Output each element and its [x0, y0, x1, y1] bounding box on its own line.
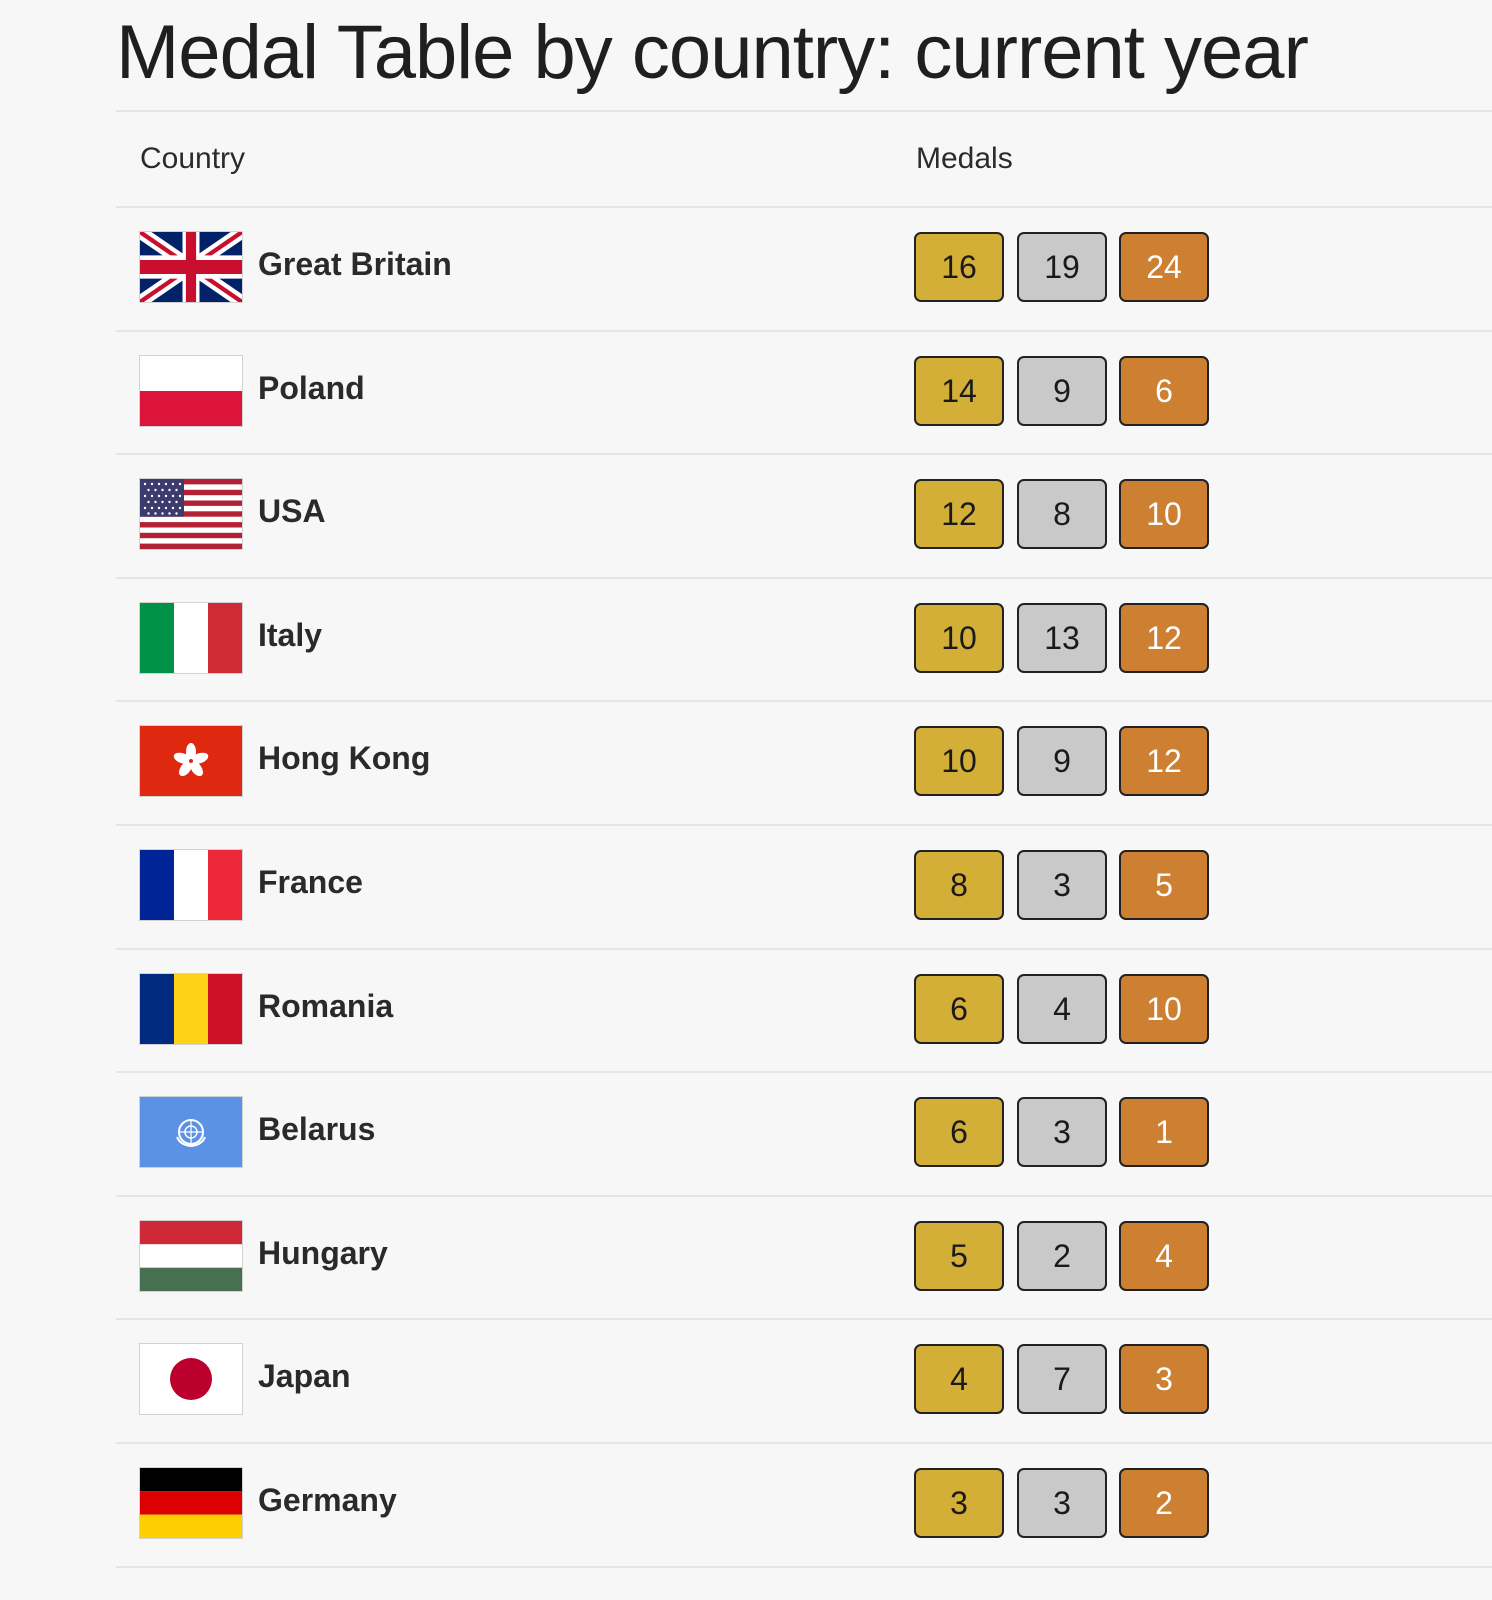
bronze-medal-count: 2	[1119, 1467, 1209, 1538]
bronze-medal-count: 12	[1119, 602, 1209, 673]
country-column-header: Country	[140, 142, 246, 175]
gold-medal-count: 6	[914, 973, 1004, 1044]
silver-medal-count: 2	[1017, 1220, 1107, 1291]
italy-flag-icon	[140, 602, 242, 673]
table-row: Romania 6 4 10	[116, 950, 1492, 1074]
gold-medal-count: 6	[914, 1097, 1004, 1168]
gold-medal-count: 4	[914, 1344, 1004, 1415]
silver-medal-count: 13	[1017, 602, 1107, 673]
medals-column-header: Medals	[916, 142, 1013, 175]
bronze-medal-count: 10	[1119, 973, 1209, 1044]
silver-medal-count: 9	[1017, 355, 1107, 426]
gold-medal-count: 16	[914, 232, 1004, 302]
bronze-medal-count: 6	[1119, 355, 1209, 426]
silver-medal-count: 4	[1017, 973, 1107, 1044]
table-row: Germany 3 3 2	[116, 1444, 1492, 1568]
country-name: Poland	[258, 369, 365, 406]
table-row: Hong Kong 10 9 12	[116, 702, 1492, 826]
title-divider	[116, 110, 1492, 112]
france-flag-icon	[140, 849, 242, 920]
bronze-medal-count: 1	[1119, 1097, 1209, 1168]
silver-medal-count: 3	[1017, 1467, 1107, 1538]
gold-medal-count: 14	[914, 355, 1004, 426]
silver-medal-count: 19	[1017, 232, 1107, 302]
bronze-medal-count: 5	[1119, 849, 1209, 920]
table-row: Great Britain 16 19 24	[116, 208, 1492, 332]
country-name: Italy	[258, 616, 323, 653]
country-name: Hong Kong	[258, 740, 431, 777]
gold-medal-count: 3	[914, 1467, 1004, 1538]
country-name: Romania	[258, 987, 394, 1024]
hungary-flag-icon	[140, 1220, 242, 1291]
bronze-medal-count: 10	[1119, 479, 1209, 550]
silver-medal-count: 3	[1017, 1097, 1107, 1168]
table-header: Country Medals	[116, 112, 1492, 208]
country-name: USA	[258, 493, 326, 530]
silver-medal-count: 3	[1017, 849, 1107, 920]
table-row: Japan 4 7 3	[116, 1320, 1492, 1444]
un-flag-icon	[140, 1097, 242, 1168]
romania-flag-icon	[140, 973, 242, 1044]
table-row: Belarus 6 3 1	[116, 1073, 1492, 1197]
silver-medal-count: 9	[1017, 726, 1107, 797]
silver-medal-count: 8	[1017, 479, 1107, 550]
table-row: Italy 10 13 12	[116, 579, 1492, 703]
gold-medal-count: 12	[914, 479, 1004, 550]
country-name: Great Britain	[258, 246, 452, 282]
gold-medal-count: 10	[914, 602, 1004, 673]
table-row: USA 12 8 10	[116, 455, 1492, 579]
table-row: Hungary 5 2 4	[116, 1197, 1492, 1321]
bronze-medal-count: 4	[1119, 1220, 1209, 1291]
table-row: Poland 14 9 6	[116, 332, 1492, 456]
usa-flag-icon	[140, 479, 242, 550]
bronze-medal-count: 3	[1119, 1344, 1209, 1415]
hong-kong-flag-icon	[140, 726, 242, 797]
bronze-medal-count: 24	[1119, 232, 1209, 302]
germany-flag-icon	[140, 1467, 242, 1538]
country-name: Germany	[258, 1481, 397, 1518]
silver-medal-count: 7	[1017, 1344, 1107, 1415]
country-name: Japan	[258, 1358, 351, 1395]
gold-medal-count: 10	[914, 726, 1004, 797]
poland-flag-icon	[140, 355, 242, 426]
country-name: Belarus	[258, 1111, 376, 1148]
table-row: France 8 3 5	[116, 826, 1492, 950]
medal-table-body: Great Britain 16 19 24 Poland 14 9 6	[116, 208, 1492, 1568]
bronze-medal-count: 12	[1119, 726, 1209, 797]
gold-medal-count: 8	[914, 849, 1004, 920]
gold-medal-count: 5	[914, 1220, 1004, 1291]
country-name: France	[258, 863, 363, 900]
japan-flag-icon	[140, 1344, 242, 1415]
uk-flag-icon	[140, 232, 242, 302]
page-title: Medal Table by country: current year	[116, 10, 1309, 95]
country-name: Hungary	[258, 1234, 388, 1271]
